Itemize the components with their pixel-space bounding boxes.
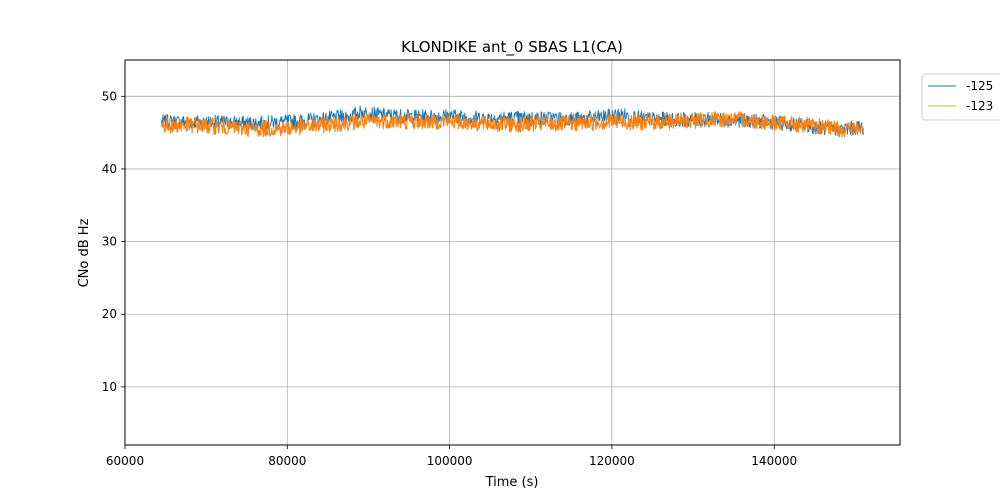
y-tick-label: 50: [102, 89, 117, 103]
legend-label-1: -123: [966, 99, 993, 113]
x-tick-label: 80000: [268, 454, 306, 468]
y-tick-label: 20: [102, 307, 117, 321]
x-tick-label: 100000: [427, 454, 473, 468]
y-tick-label: 10: [102, 380, 117, 394]
series-layer: [160, 105, 865, 138]
x-axis-label: Time (s): [485, 475, 539, 490]
legend-label-0: -125: [966, 79, 993, 93]
chart-title: KLONDIKE ant_0 SBAS L1(CA): [401, 38, 623, 57]
legend: -125 -123: [921, 73, 1000, 121]
y-axis: 10 20 30 40 50: [102, 89, 125, 394]
y-axis-label: CNo dB Hz: [77, 218, 92, 287]
y-tick-label: 40: [102, 162, 117, 176]
x-axis: 60000 80000 100000 120000 140000: [106, 445, 797, 468]
x-tick-label: 60000: [106, 454, 144, 468]
x-tick-label: 140000: [751, 454, 797, 468]
series-line-1: [160, 111, 865, 138]
plot-frame: [124, 59, 901, 446]
y-tick-label: 30: [102, 235, 117, 249]
x-tick-label: 120000: [589, 454, 635, 468]
